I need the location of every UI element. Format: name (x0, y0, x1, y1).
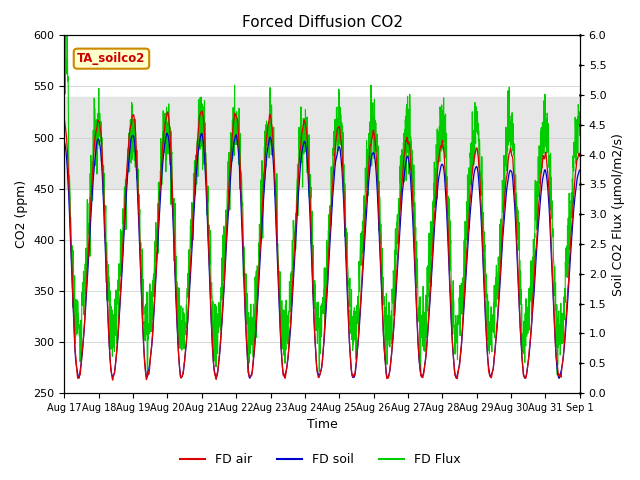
Legend: FD air, FD soil, FD Flux: FD air, FD soil, FD Flux (175, 448, 465, 471)
Title: Forced Diffusion CO2: Forced Diffusion CO2 (241, 15, 403, 30)
Y-axis label: Soil CO2 Flux (μmol/m2/s): Soil CO2 Flux (μmol/m2/s) (612, 133, 625, 296)
Bar (65, 96, 580, 189)
X-axis label: Time: Time (307, 419, 337, 432)
Y-axis label: CO2 (ppm): CO2 (ppm) (15, 180, 28, 248)
Text: TA_soilco2: TA_soilco2 (77, 52, 146, 65)
